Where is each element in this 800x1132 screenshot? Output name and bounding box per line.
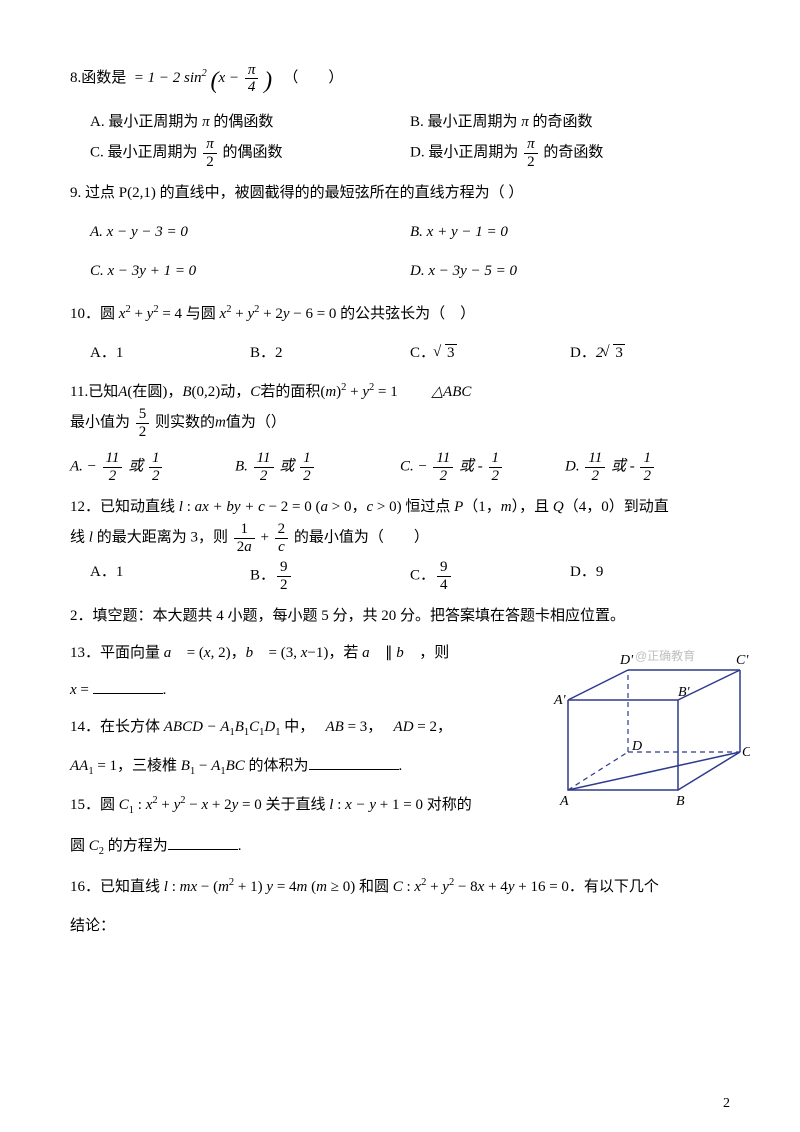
q11-opt-d: D. 112 或 - 12 (565, 450, 730, 484)
q11-opt-c: C. − 112 或 - 12 (400, 450, 565, 484)
q8-stem: 8.函数是 (70, 70, 130, 86)
page-content: 8.函数是 = 1 − 2 sin2 (x − π4 ) （ ） A. 最小正周… (0, 0, 800, 990)
q15-stem2: 圆 C2 的方程为. (70, 833, 730, 862)
label-Ap: A' (553, 693, 567, 708)
q8-math: = 1 − 2 sin2 (x − π4 ) (134, 70, 276, 86)
section-2-header: 2．填空题：本大题共 4 小题，每小题 5 分，共 20 分。把答案填在答题卡相… (70, 603, 730, 630)
label-Cp: C' (736, 653, 749, 668)
q9-opt-a: A. x − y − 3 = 0 (90, 219, 410, 246)
q13-stem: 13．平面向量 a⃗ = (x, 2)，b⃗ = (3, x−1)，若 a⃗ ∥… (70, 640, 500, 667)
question-16: 16．已知直线 l : mx − (m2 + 1) y = 4m (m ≥ 0)… (70, 874, 730, 940)
label-Dp: D' (619, 653, 634, 668)
question-15: 15．圆 C1 : x2 + y2 − x + 2y = 0 关于直线 l : … (70, 792, 730, 862)
q8-paren: （ ） (283, 70, 343, 86)
q10-stem: 10．圆 x2 + y2 = 4 与圆 x2 + y2 + 2y − 6 = 0… (70, 301, 730, 328)
question-10: 10．圆 x2 + y2 = 4 与圆 x2 + y2 + 2y − 6 = 0… (70, 301, 730, 367)
question-12: 12．已知动直线 l : ax + by + c − 2 = 0 (a > 0，… (70, 494, 730, 593)
q12-opt-b: B．92 (250, 559, 410, 593)
q15-stem1: 15．圆 C1 : x2 + y2 − x + 2y = 0 关于直线 l : … (70, 792, 730, 821)
cube-watermark: @正确教育 (635, 646, 695, 668)
question-13: 13．平面向量 a⃗ = (x, 2)，b⃗ = (3, x−1)，若 a⃗ ∥… (70, 640, 500, 704)
q8-opt-a: A. 最小正周期为 π 的偶函数 (90, 109, 410, 136)
q10-opt-b: B．2 (250, 340, 410, 367)
q11-opt-a: A. − 112 或 12 (70, 450, 235, 484)
q11-stem2: 最小值为 52 则实数的m值为（） (70, 406, 730, 440)
q12-opt-c: C．94 (410, 559, 570, 593)
question-8: 8.函数是 = 1 − 2 sin2 (x − π4 ) （ ） A. 最小正周… (70, 60, 730, 170)
q8-opt-c: C. 最小正周期为 π2 的偶函数 (90, 136, 410, 170)
q14-stem1: 14．在长方体 ABCD − A1B1C1D1 中， AB = 3， AD = … (70, 714, 510, 743)
question-11: 11.已知A(在圆)，B(0,2)动，C若的面积(m)2 + y2 = 1 △A… (70, 379, 730, 484)
q9-opt-c: C. x − 3y + 1 = 0 (90, 258, 410, 285)
q10-opt-a: A．1 (90, 340, 250, 367)
question-9: 9. 过点 P(2,1) 的直线中，被圆截得的的最短弦所在的直线方程为（ ） A… (70, 180, 730, 285)
q9-opt-d: D. x − 3y − 5 = 0 (410, 258, 730, 285)
q9-opt-b: B. x + y − 1 = 0 (410, 219, 730, 246)
label-C: C (742, 745, 750, 760)
q16-stem: 16．已知直线 l : mx − (m2 + 1) y = 4m (m ≥ 0)… (70, 874, 730, 901)
q12-opt-d: D．9 (570, 559, 730, 593)
q14-stem2: AA1 = 1，三棱椎 B1 − A1BC 的体积为. (70, 753, 510, 782)
q16-stem2: 结论： (70, 913, 730, 940)
q11-stem1: 11.已知A(在圆)，B(0,2)动，C若的面积(m)2 + y2 = 1 △A… (70, 379, 730, 406)
q11-opt-b: B. 112 或 12 (235, 450, 400, 484)
q8-opt-d: D. 最小正周期为 π2 的奇函数 (410, 136, 730, 170)
label-Bp: B' (678, 685, 691, 700)
q13-stem2: x = . (70, 677, 500, 704)
q9-stem: 9. 过点 P(2,1) 的直线中，被圆截得的的最短弦所在的直线方程为（ ） (70, 180, 730, 207)
question-14: 14．在长方体 ABCD − A1B1C1D1 中， AB = 3， AD = … (70, 714, 510, 782)
q12-stem2: 线 l 的最大距离为 3，则 12a + 2c 的最小值为（ ） (70, 521, 730, 555)
label-D: D (631, 739, 642, 754)
q12-stem1: 12．已知动直线 l : ax + by + c − 2 = 0 (a > 0，… (70, 494, 730, 521)
q8-opt-b: B. 最小正周期为 π 的奇函数 (410, 109, 730, 136)
q10-opt-c: C．3 (410, 340, 570, 367)
q10-opt-d: D．23 (570, 340, 730, 367)
page-number: 2 (723, 1096, 730, 1112)
q12-opt-a: A．1 (90, 559, 250, 593)
